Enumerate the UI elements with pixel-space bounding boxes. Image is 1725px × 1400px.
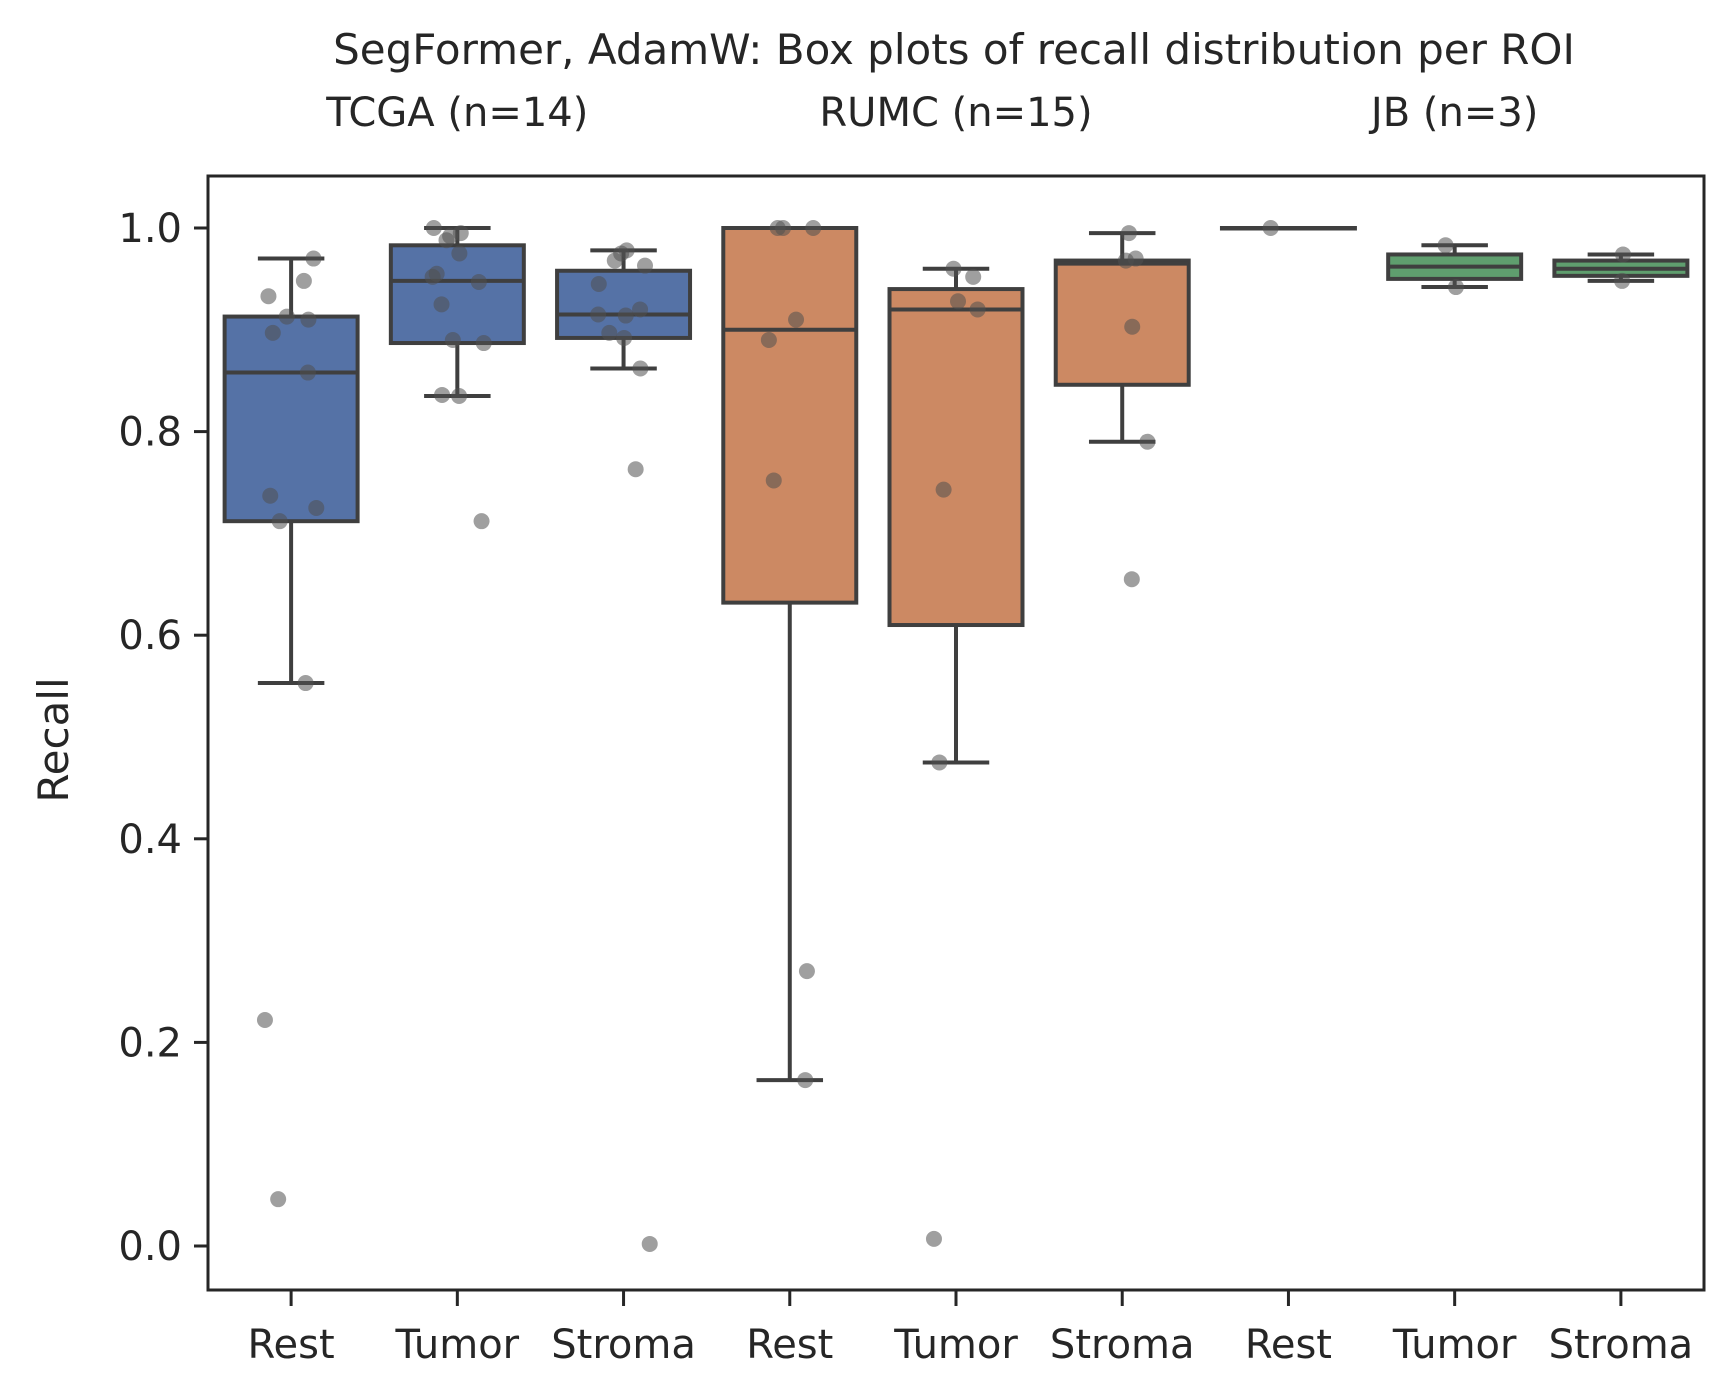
y-tick-label: 1.0 (118, 206, 182, 252)
data-point (1123, 571, 1140, 588)
data-point (1437, 237, 1454, 254)
points-layer (256, 220, 1631, 1252)
box-rest-1 (222, 256, 360, 686)
group-label: RUMC (n=15) (819, 90, 1092, 136)
box-rest-2 (721, 226, 859, 1083)
data-point (264, 324, 281, 341)
x-tick-label: Tumor (395, 1322, 520, 1368)
data-point (925, 1230, 942, 1247)
box-rest-3 (1219, 226, 1357, 231)
data-point (945, 260, 962, 277)
data-point (473, 513, 490, 530)
data-point (434, 386, 451, 403)
x-tick-label: Stroma (1549, 1322, 1694, 1368)
y-tick-label: 0.8 (118, 410, 182, 456)
data-point (632, 360, 649, 377)
data-point (590, 306, 607, 323)
y-axis-label: Recall (29, 677, 78, 802)
data-point (632, 301, 649, 318)
box-tumor-3 (1386, 243, 1524, 290)
box-stroma-1 (555, 248, 693, 371)
data-point (300, 311, 317, 328)
data-point (451, 387, 468, 404)
data-point (256, 1012, 273, 1029)
data-point (590, 275, 607, 292)
data-point (969, 301, 986, 318)
x-tick-label: Tumor (893, 1322, 1018, 1368)
x-tick-label: Rest (1245, 1322, 1332, 1368)
data-point (470, 273, 487, 290)
data-point (1447, 279, 1464, 296)
data-point (308, 499, 325, 516)
data-point (425, 220, 442, 236)
data-point (295, 272, 312, 289)
data-point (424, 268, 441, 285)
box-tumor-2 (887, 266, 1025, 765)
data-point (765, 472, 782, 489)
data-point (617, 307, 634, 324)
box-iqr (721, 226, 859, 605)
data-point (601, 324, 618, 341)
group-label: JB (n=3) (1368, 90, 1538, 136)
data-point (616, 329, 633, 346)
y-tick-label: 0.6 (118, 613, 182, 659)
data-point (788, 311, 805, 328)
data-point (270, 1191, 287, 1208)
box-iqr (222, 314, 360, 524)
data-point (1139, 433, 1156, 450)
data-point (641, 1235, 658, 1252)
data-point (299, 364, 316, 381)
y-tick-label: 0.2 (118, 1020, 182, 1066)
data-point (931, 754, 948, 771)
data-point (260, 288, 277, 305)
y-tick-label: 0.4 (118, 817, 182, 863)
chart-title: SegFormer, AdamW: Box plots of recall di… (333, 25, 1575, 74)
data-point (262, 487, 279, 504)
x-tick-label: Stroma (1050, 1322, 1195, 1368)
x-tick-label: Rest (248, 1322, 335, 1368)
data-point (606, 252, 623, 269)
data-point (1262, 220, 1279, 236)
y-tick-label: 0.0 (118, 1224, 182, 1270)
data-point (950, 293, 967, 310)
data-point (935, 481, 952, 498)
boxes-layer (222, 226, 1690, 1083)
data-point (297, 675, 314, 692)
data-point (769, 220, 786, 236)
data-point (798, 963, 815, 980)
x-tick-label: Rest (746, 1322, 833, 1368)
data-point (1117, 252, 1134, 269)
group-labels: TCGA (n=14) RUMC (n=15) JB (n=3) (325, 90, 1538, 136)
data-point (278, 308, 295, 325)
data-point (305, 250, 322, 267)
box-iqr (555, 268, 693, 340)
x-axis: Rest Tumor Stroma Rest Tumor Stroma Rest Tumor S… (248, 1290, 1694, 1368)
data-point (1614, 272, 1631, 289)
data-point (433, 296, 450, 313)
data-point (451, 245, 468, 262)
data-point (475, 335, 492, 352)
data-point (965, 268, 982, 285)
x-tick-label: Tumor (1392, 1322, 1517, 1368)
data-point (805, 220, 822, 236)
data-point (627, 461, 644, 478)
data-point (271, 513, 288, 530)
box-iqr (887, 287, 1025, 628)
data-point (637, 257, 654, 274)
data-point (444, 331, 461, 348)
box-iqr (1053, 258, 1191, 387)
data-point (438, 232, 455, 249)
y-axis: 0.0 0.2 0.4 0.6 0.8 1.0 (118, 206, 208, 1270)
data-point (1614, 246, 1631, 263)
data-point (1124, 318, 1141, 335)
data-point (1120, 225, 1137, 242)
group-label: TCGA (n=14) (325, 90, 588, 136)
data-point (760, 331, 777, 348)
x-tick-label: Stroma (551, 1322, 696, 1368)
data-point (797, 1072, 814, 1089)
